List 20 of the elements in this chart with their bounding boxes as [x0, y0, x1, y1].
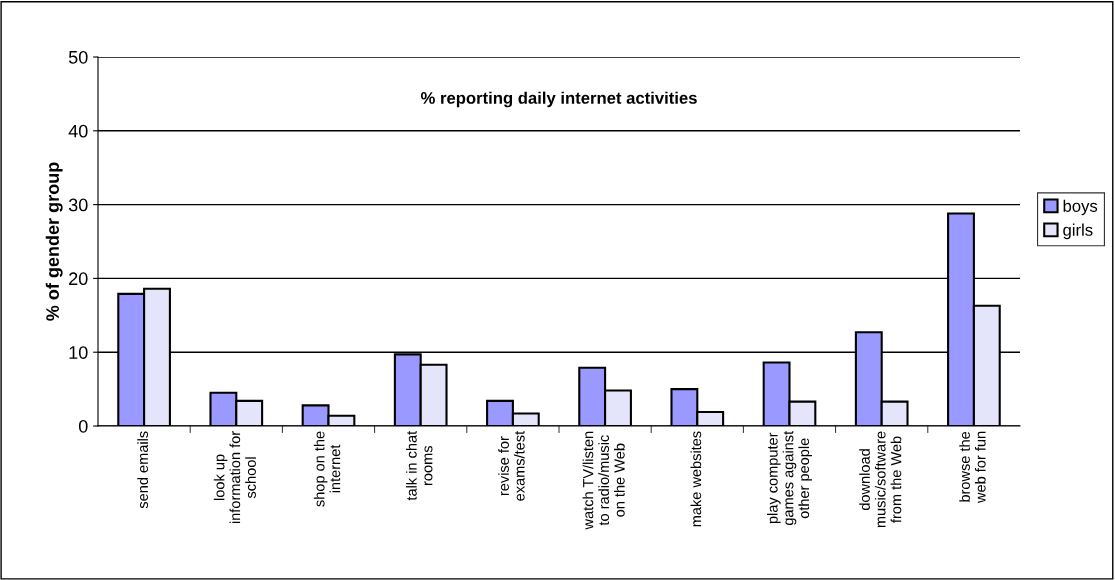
x-tick-label: make websites: [690, 431, 702, 527]
text: % reporting daily internet activities: [420, 91, 697, 108]
x-tick-label: look up information for school: [213, 431, 256, 524]
x-tick-label: shop on the internet: [313, 431, 341, 507]
x-tick-label: revise for exams/test: [498, 430, 525, 501]
x-tick-label: send emails: [137, 431, 149, 509]
legend-label: girls: [1063, 223, 1093, 240]
y-tick-label: 30: [68, 198, 88, 212]
legend-label: boys: [1063, 199, 1098, 216]
y-tick-label: 40: [68, 124, 88, 138]
y-tick-label: 10: [69, 346, 88, 359]
x-tick-label: talk in chat rooms: [406, 430, 433, 501]
y-tick-label: 0: [78, 419, 88, 433]
x-tick-label: download music/software from the Web: [859, 431, 902, 528]
x-tick-label: play computer games against other people: [766, 430, 813, 526]
x-tick-label: watch TV/listen to radio/music on the Web: [582, 431, 625, 530]
y-axis-title: % of gender group: [45, 162, 63, 321]
y-tick-label: 20: [69, 272, 88, 286]
x-tick-label: browse the web for fun: [959, 431, 986, 504]
y-tick-label: 50: [68, 50, 88, 64]
